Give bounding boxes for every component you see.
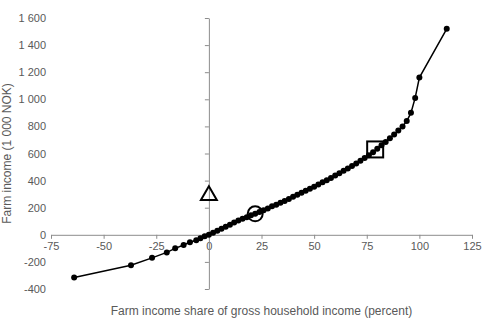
chart: -75 -50 -25 0 25 50 75 100 125 -400 -200 0 200 400 600…	[0, 0, 500, 324]
x-tick: 25	[256, 235, 268, 252]
y-tick-mark	[205, 208, 209, 209]
y-tick-label: 400	[28, 175, 46, 187]
point	[400, 123, 406, 129]
point	[444, 26, 450, 32]
point	[248, 206, 263, 221]
point	[408, 110, 414, 116]
plot-area	[71, 26, 450, 281]
y-tick-label: 1 200	[18, 66, 46, 78]
point	[71, 274, 77, 280]
x-tick-mark	[156, 235, 157, 239]
y-axis-line	[209, 19, 210, 290]
x-tick-label: -50	[96, 240, 112, 252]
point	[412, 95, 418, 101]
y-tick-label: 1 600	[18, 12, 46, 24]
y-tick: 400	[28, 175, 209, 187]
series	[367, 141, 383, 157]
x-tick-mark	[104, 235, 105, 239]
y-tick-mark	[205, 181, 209, 182]
y-tick-mark	[205, 72, 209, 73]
y-tick: 1 000	[18, 93, 208, 105]
x-tick-label: -25	[149, 240, 165, 252]
x-tick-label: 50	[309, 240, 321, 252]
point	[416, 75, 422, 81]
point	[164, 249, 170, 255]
x-tick-mark	[472, 235, 473, 239]
y-axis-title: Farm income (1 000 NOK)	[0, 83, 14, 224]
y-tick: 1 600	[18, 12, 208, 24]
x-tick: 75	[361, 235, 373, 252]
point	[404, 118, 410, 124]
y-tick-mark	[205, 99, 209, 100]
point	[149, 255, 155, 261]
point	[172, 245, 178, 251]
y-tick-mark	[205, 289, 209, 290]
x-tick-label: 125	[463, 240, 481, 252]
point	[181, 242, 187, 248]
series	[201, 186, 217, 200]
y-tick: 600	[28, 148, 209, 160]
y-axis: -400 -200 0 200 400 600 800 1 000 1 200 1 400 1 60…	[18, 12, 209, 295]
point	[367, 141, 383, 157]
x-tick-label: -75	[44, 240, 60, 252]
y-tick: 0	[40, 229, 209, 241]
y-tick-label: 200	[28, 202, 46, 214]
y-tick-label: 800	[28, 120, 46, 132]
y-tick-label: 600	[28, 148, 46, 160]
y-tick: 800	[28, 120, 209, 132]
y-tick-mark	[205, 126, 209, 127]
x-tick: -50	[96, 235, 112, 252]
x-tick-mark	[314, 235, 315, 239]
y-tick-label: 1 400	[18, 39, 46, 51]
x-tick-label: 75	[361, 240, 373, 252]
y-tick-label: -400	[24, 283, 46, 295]
y-tick: -400	[24, 283, 209, 295]
series	[248, 206, 263, 221]
point	[201, 186, 217, 200]
line	[74, 29, 447, 278]
y-tick-label: -200	[24, 256, 46, 268]
point	[128, 262, 134, 268]
x-tick: 100	[411, 235, 429, 252]
x-axis: -75-50-250255075100125	[44, 235, 482, 252]
series	[71, 26, 450, 281]
x-tick-label: 25	[256, 240, 268, 252]
x-tick: -25	[149, 235, 165, 252]
y-tick-mark	[205, 45, 209, 46]
y-tick-mark	[205, 262, 209, 263]
x-tick: 50	[309, 235, 321, 252]
y-tick: 1 400	[18, 39, 208, 51]
x-tick-mark	[367, 235, 368, 239]
x-tick-mark	[262, 235, 263, 239]
y-tick-label: 1 000	[18, 93, 46, 105]
y-tick: -200	[24, 256, 209, 268]
y-tick-mark	[205, 154, 209, 155]
y-tick-label: 0	[40, 229, 46, 241]
x-axis-title: Farm income share of gross household inc…	[111, 304, 412, 318]
x-tick-label: 100	[411, 240, 429, 252]
x-tick: 125	[463, 235, 481, 252]
point	[187, 239, 193, 245]
y-tick: 1 200	[18, 66, 208, 78]
y-tick: 200	[28, 202, 209, 214]
y-tick-mark	[205, 18, 209, 19]
x-tick-mark	[51, 235, 52, 239]
x-tick-mark	[419, 235, 420, 239]
